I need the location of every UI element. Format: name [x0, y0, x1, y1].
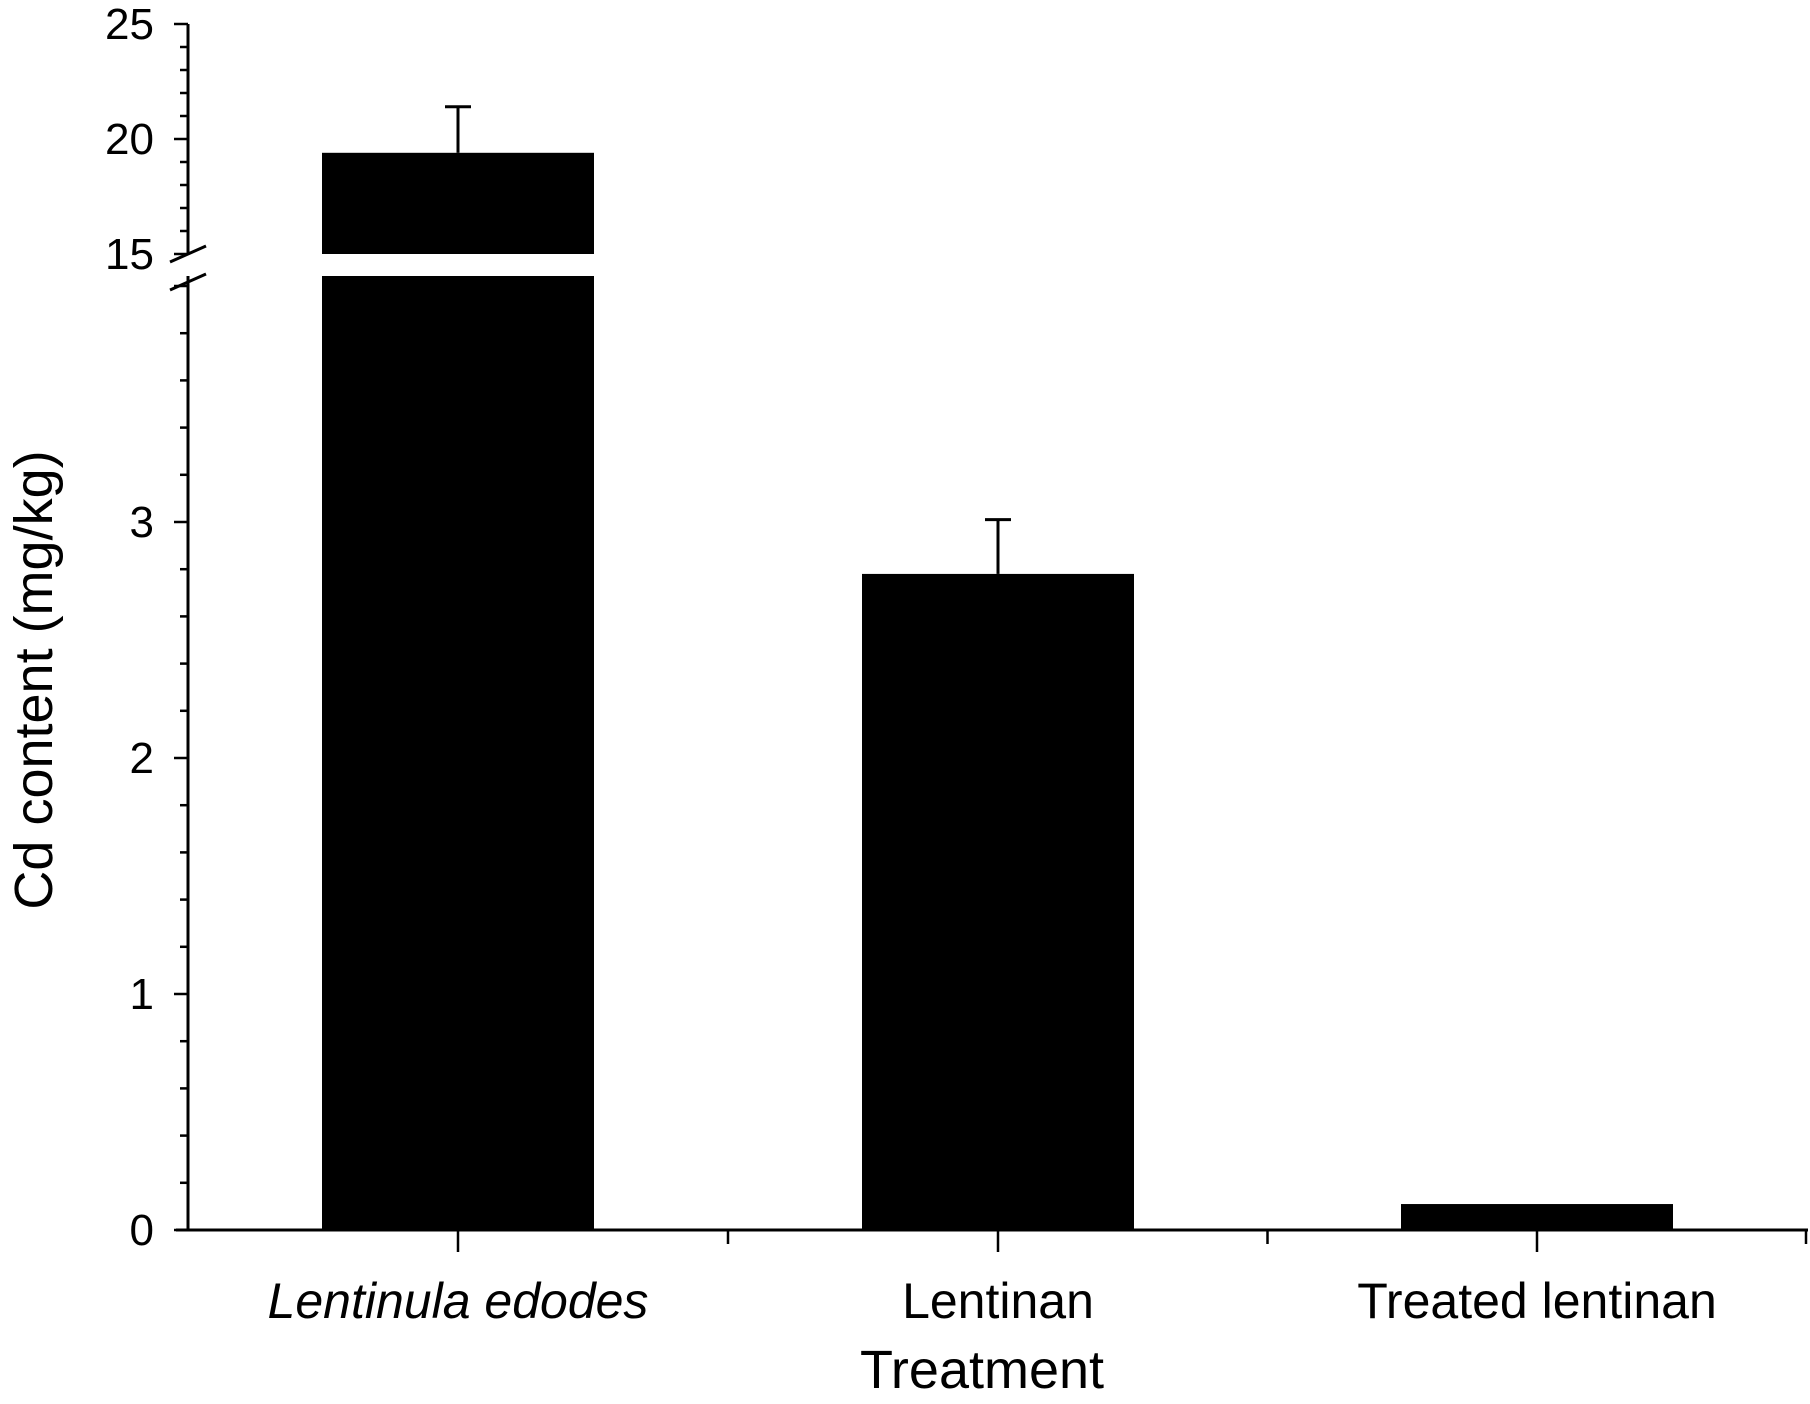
- y-tick-label: 1: [130, 970, 154, 1019]
- bars-layer: [322, 152, 1673, 1230]
- bar-upper-segment: [322, 152, 594, 254]
- bar: [1401, 1204, 1673, 1230]
- tick-labels: 0 1 2 3 15 20 25: [105, 0, 154, 1255]
- y-tick-label: 25: [105, 0, 154, 49]
- y-tick-label: 3: [130, 498, 154, 547]
- x-axis-title: Treatment: [860, 1340, 1104, 1400]
- error-bars-layer: [445, 105, 1011, 574]
- bar: [322, 276, 594, 1230]
- axis-break-mark: [169, 272, 207, 292]
- bar: [862, 573, 1134, 1230]
- y-tick-label: 20: [105, 115, 154, 164]
- category-labels: Lentinula edodes Lentinan Treated lentinan: [268, 1273, 1717, 1329]
- y-tick-label: 0: [130, 1206, 154, 1255]
- axes: [169, 22, 1808, 1252]
- category-label: Treated lentinan: [1357, 1273, 1717, 1329]
- y-tick-label: 2: [130, 734, 154, 783]
- y-tick-label: 15: [105, 230, 154, 279]
- category-label: Lentinula edodes: [268, 1273, 649, 1329]
- category-label: Lentinan: [902, 1273, 1094, 1329]
- y-axis-title: Cd content (mg/kg): [4, 450, 64, 909]
